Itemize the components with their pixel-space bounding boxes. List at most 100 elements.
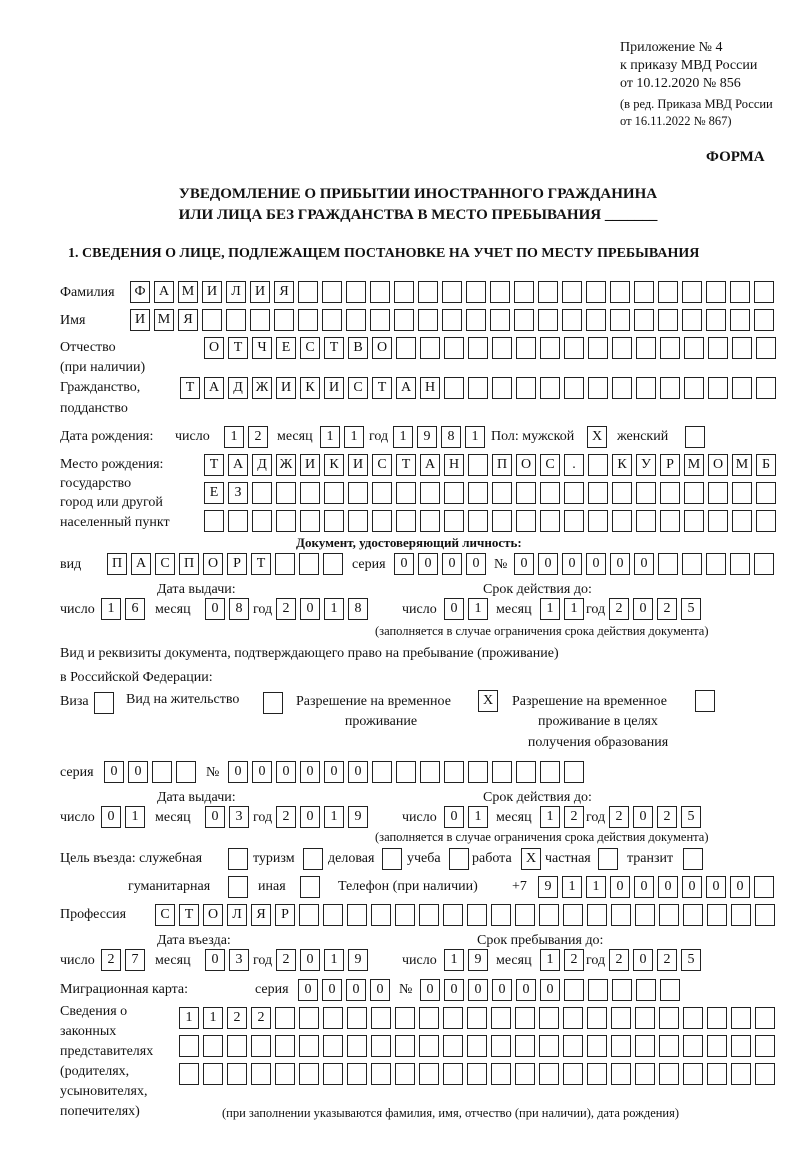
char-box[interactable] bbox=[707, 1063, 727, 1085]
char-box[interactable] bbox=[298, 309, 318, 331]
char-box[interactable] bbox=[684, 482, 704, 504]
char-box[interactable]: 1 bbox=[562, 876, 582, 898]
char-box[interactable] bbox=[444, 510, 464, 532]
char-box[interactable] bbox=[322, 281, 342, 303]
char-box[interactable] bbox=[611, 1007, 631, 1029]
char-box[interactable]: 2 bbox=[657, 598, 677, 620]
char-box[interactable] bbox=[708, 482, 728, 504]
char-box[interactable]: К bbox=[300, 377, 320, 399]
char-box[interactable]: 1 bbox=[101, 598, 121, 620]
char-box[interactable]: 0 bbox=[516, 979, 536, 1001]
char-box[interactable] bbox=[382, 848, 402, 870]
char-box[interactable] bbox=[492, 377, 512, 399]
char-box[interactable]: 0 bbox=[101, 806, 121, 828]
char-box[interactable] bbox=[467, 904, 487, 926]
char-box[interactable] bbox=[586, 309, 606, 331]
char-box[interactable]: Т bbox=[251, 553, 271, 575]
char-box[interactable] bbox=[420, 510, 440, 532]
char-box[interactable]: М bbox=[178, 281, 198, 303]
char-box[interactable]: 0 bbox=[634, 553, 654, 575]
char-box[interactable] bbox=[539, 1035, 559, 1057]
char-box[interactable]: Л bbox=[226, 281, 246, 303]
char-box[interactable]: . bbox=[564, 454, 584, 476]
char-box[interactable]: 2 bbox=[276, 598, 296, 620]
char-box[interactable] bbox=[514, 309, 534, 331]
char-box[interactable] bbox=[252, 510, 272, 532]
char-box[interactable]: 0 bbox=[562, 553, 582, 575]
char-box[interactable]: 0 bbox=[104, 761, 124, 783]
char-box[interactable] bbox=[468, 761, 488, 783]
char-box[interactable] bbox=[276, 510, 296, 532]
char-box[interactable] bbox=[707, 1035, 727, 1057]
char-box[interactable] bbox=[682, 553, 702, 575]
char-box[interactable] bbox=[372, 482, 392, 504]
char-box[interactable]: 6 bbox=[125, 598, 145, 620]
char-box[interactable]: 0 bbox=[682, 876, 702, 898]
char-box[interactable] bbox=[755, 1007, 775, 1029]
char-box[interactable] bbox=[658, 553, 678, 575]
char-box[interactable] bbox=[538, 281, 558, 303]
char-box[interactable]: X bbox=[478, 690, 498, 712]
char-box[interactable] bbox=[303, 848, 323, 870]
char-box[interactable] bbox=[348, 482, 368, 504]
char-box[interactable] bbox=[468, 510, 488, 532]
char-box[interactable] bbox=[540, 377, 560, 399]
char-box[interactable]: И bbox=[276, 377, 296, 399]
char-box[interactable] bbox=[610, 309, 630, 331]
char-box[interactable] bbox=[346, 281, 366, 303]
char-box[interactable]: И bbox=[324, 377, 344, 399]
char-box[interactable] bbox=[730, 309, 750, 331]
char-box[interactable] bbox=[228, 510, 248, 532]
char-box[interactable] bbox=[610, 281, 630, 303]
char-box[interactable]: А bbox=[396, 377, 416, 399]
char-box[interactable]: И bbox=[300, 454, 320, 476]
char-box[interactable] bbox=[443, 904, 463, 926]
char-box[interactable] bbox=[227, 1063, 247, 1085]
char-box[interactable] bbox=[492, 337, 512, 359]
char-box[interactable] bbox=[370, 309, 390, 331]
char-box[interactable]: А bbox=[154, 281, 174, 303]
char-box[interactable]: О bbox=[203, 553, 223, 575]
char-box[interactable] bbox=[684, 377, 704, 399]
char-box[interactable]: 9 bbox=[538, 876, 558, 898]
char-box[interactable]: 8 bbox=[348, 598, 368, 620]
char-box[interactable] bbox=[612, 337, 632, 359]
char-box[interactable] bbox=[466, 281, 486, 303]
char-box[interactable] bbox=[419, 1063, 439, 1085]
char-box[interactable] bbox=[468, 482, 488, 504]
char-box[interactable] bbox=[683, 1035, 703, 1057]
char-box[interactable]: 0 bbox=[442, 553, 462, 575]
char-box[interactable] bbox=[300, 482, 320, 504]
char-box[interactable]: 0 bbox=[300, 598, 320, 620]
char-box[interactable] bbox=[418, 281, 438, 303]
char-box[interactable] bbox=[732, 510, 752, 532]
char-box[interactable] bbox=[611, 1035, 631, 1057]
char-box[interactable] bbox=[275, 1063, 295, 1085]
char-box[interactable] bbox=[598, 848, 618, 870]
char-box[interactable]: 2 bbox=[248, 426, 268, 448]
char-box[interactable]: П bbox=[179, 553, 199, 575]
char-box[interactable] bbox=[251, 1063, 271, 1085]
char-box[interactable] bbox=[586, 281, 606, 303]
char-box[interactable]: 0 bbox=[586, 553, 606, 575]
char-box[interactable] bbox=[562, 281, 582, 303]
char-box[interactable]: А bbox=[131, 553, 151, 575]
char-box[interactable]: 0 bbox=[444, 806, 464, 828]
char-box[interactable]: 2 bbox=[564, 806, 584, 828]
char-box[interactable] bbox=[754, 309, 774, 331]
char-box[interactable]: 8 bbox=[229, 598, 249, 620]
char-box[interactable]: 0 bbox=[730, 876, 750, 898]
char-box[interactable]: 0 bbox=[444, 598, 464, 620]
char-box[interactable] bbox=[227, 1035, 247, 1057]
char-box[interactable] bbox=[466, 309, 486, 331]
char-box[interactable]: Т bbox=[228, 337, 248, 359]
char-box[interactable]: 0 bbox=[298, 979, 318, 1001]
char-box[interactable] bbox=[706, 281, 726, 303]
char-box[interactable] bbox=[515, 1035, 535, 1057]
char-box[interactable] bbox=[706, 309, 726, 331]
char-box[interactable]: 1 bbox=[179, 1007, 199, 1029]
char-box[interactable] bbox=[516, 337, 536, 359]
char-box[interactable] bbox=[347, 904, 367, 926]
char-box[interactable]: О bbox=[372, 337, 392, 359]
char-box[interactable] bbox=[611, 904, 631, 926]
